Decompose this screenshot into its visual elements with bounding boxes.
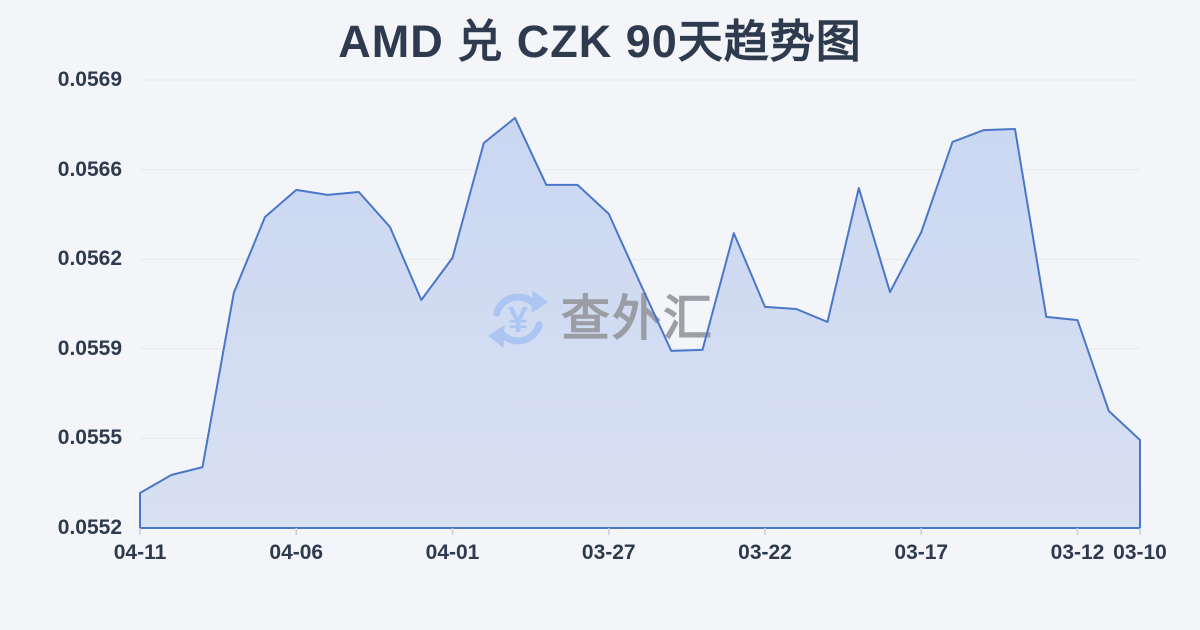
x-axis-label: 03-12 bbox=[1050, 541, 1105, 564]
x-axis-label: 03-22 bbox=[738, 541, 792, 564]
watermark-text: 查外汇 bbox=[561, 292, 715, 346]
x-axis-label: 04-01 bbox=[425, 541, 480, 564]
currency-exchange-icon: ¥ bbox=[488, 290, 548, 348]
line-layer bbox=[139, 116, 1141, 535]
y-axis-label: 0.0566 bbox=[57, 157, 122, 181]
yuan-symbol: ¥ bbox=[508, 299, 528, 340]
x-axis-label: 04-11 bbox=[113, 541, 167, 564]
x-axis-label: 03-10 bbox=[1113, 541, 1167, 564]
area-fill-layer bbox=[140, 79, 1140, 529]
y-axis-label: 0.0555 bbox=[57, 426, 122, 450]
y-axis-label: 0.0562 bbox=[57, 247, 122, 271]
area-series-fill bbox=[140, 117, 1140, 529]
y-axis-label: 0.0569 bbox=[57, 68, 122, 91]
x-axis-label: 03-17 bbox=[894, 541, 949, 564]
watermark: ¥ 查外汇 bbox=[486, 287, 714, 351]
plot-area bbox=[139, 79, 1141, 535]
y-axis-label: 0.0552 bbox=[57, 516, 122, 539]
area-series-line bbox=[139, 116, 1141, 529]
x-axis-label: 04-06 bbox=[269, 541, 324, 564]
y-axis-label: 0.0559 bbox=[57, 336, 122, 360]
x-axis-label: 03-27 bbox=[581, 541, 636, 564]
page-title: AMD 兑 CZK 90天趋势图 bbox=[338, 16, 862, 67]
